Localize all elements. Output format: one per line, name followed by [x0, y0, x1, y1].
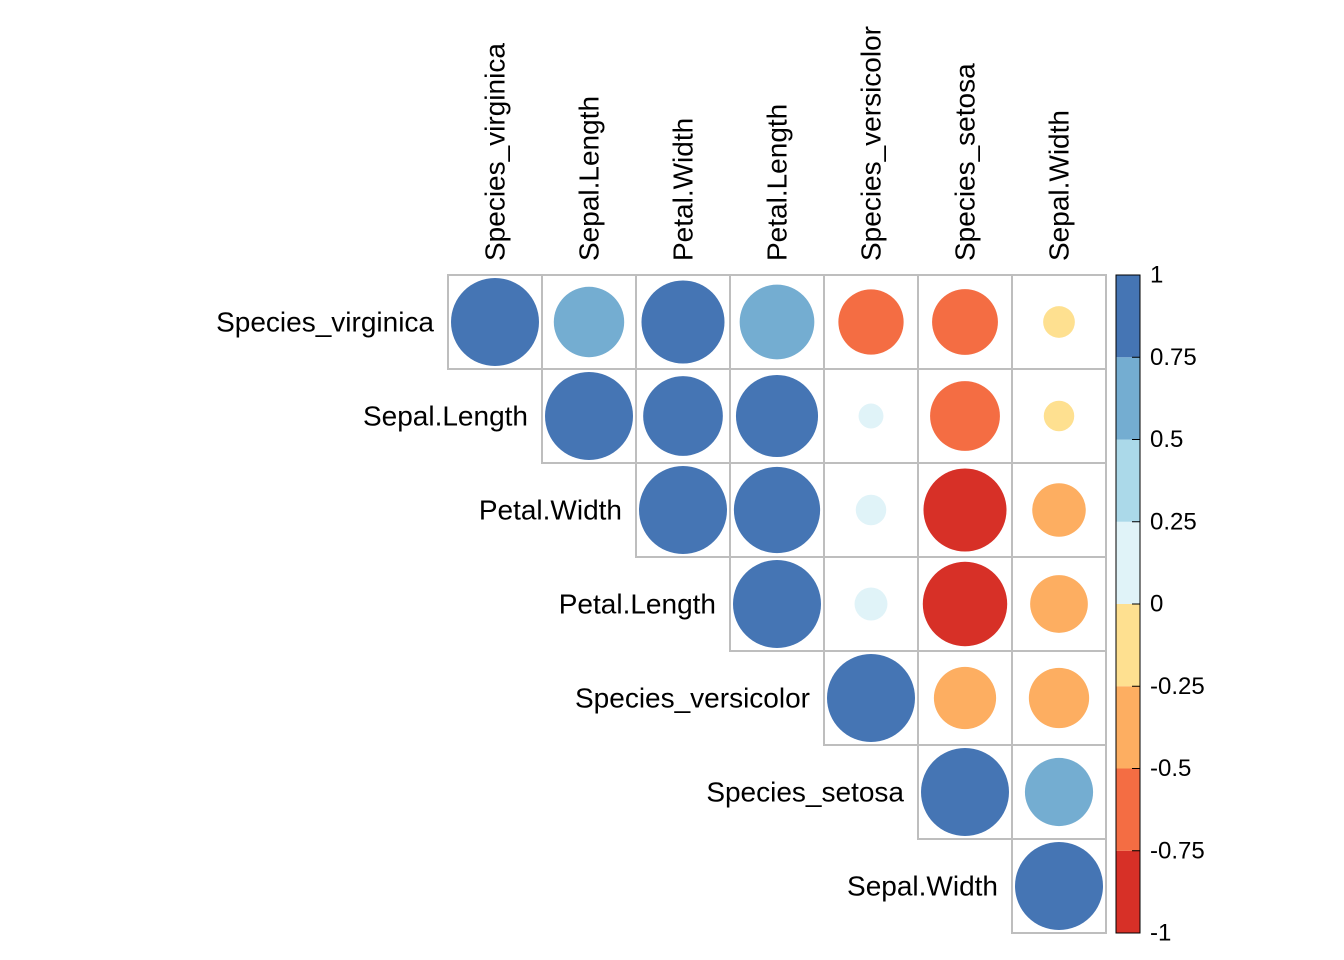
corr-circle-species-virginica-petal-length — [739, 284, 815, 360]
corr-circle-petal-width-species-setosa — [923, 468, 1007, 552]
colorbar: 1 0.75 0.5 0.25 0 -0.25 -0.5 -0.75 -1 — [1115, 262, 1205, 947]
col-label-sepal-length: Sepal.Length — [574, 96, 605, 261]
corr-circle-species-virginica-sepal-width — [1043, 306, 1075, 338]
circle-layer — [451, 278, 1103, 930]
label-layer: Species_virginica Sepal.Length Petal.Width… — [216, 26, 1074, 902]
colorbar-tick-label: -0.25 — [1150, 673, 1205, 700]
colorbar-bin — [1116, 275, 1140, 358]
corr-circle-species-virginica-species-virginica — [451, 278, 539, 366]
colorbar-bin — [1116, 768, 1140, 851]
row-label-sepal-length: Sepal.Length — [363, 401, 528, 432]
colorbar-tick-label: 1 — [1150, 262, 1163, 289]
colorbar-tick-label: -0.75 — [1150, 837, 1205, 864]
corr-circle-petal-width-petal-width — [639, 466, 727, 554]
corr-circle-species-setosa-sepal-width — [1024, 757, 1094, 827]
corr-circle-petal-length-petal-length — [733, 560, 821, 648]
corr-circle-sepal-width-sepal-width — [1015, 842, 1103, 930]
col-label-petal-width: Petal.Width — [668, 118, 699, 261]
col-label-species-versicolor: Species_versicolor — [856, 26, 887, 261]
col-label-species-virginica: Species_virginica — [480, 43, 511, 261]
corr-circle-species-virginica-species-versicolor — [838, 289, 904, 355]
colorbar-tick-label: -1 — [1150, 920, 1171, 947]
corr-circle-petal-width-species-versicolor — [855, 494, 887, 526]
corr-circle-petal-length-sepal-width — [1030, 575, 1088, 633]
corr-circle-petal-width-petal-length — [733, 466, 821, 554]
row-label-sepal-width: Sepal.Width — [847, 871, 998, 902]
col-label-sepal-width: Sepal.Width — [1044, 110, 1075, 261]
grid-layer — [447, 274, 1107, 934]
corr-circle-sepal-length-sepal-length — [545, 372, 633, 460]
row-label-species-versicolor: Species_versicolor — [575, 683, 810, 714]
corr-circle-petal-width-sepal-width — [1032, 483, 1086, 537]
corr-circle-sepal-length-species-versicolor — [858, 403, 884, 429]
colorbar-bin — [1116, 357, 1140, 440]
corr-circle-sepal-length-species-setosa — [930, 381, 1000, 451]
corr-circle-species-virginica-sepal-length — [553, 286, 625, 358]
col-label-species-setosa: Species_setosa — [950, 63, 981, 261]
colorbar-tick-label: 0.25 — [1150, 508, 1197, 535]
corr-circle-sepal-length-petal-width — [643, 376, 723, 456]
corr-circle-sepal-length-petal-length — [735, 374, 819, 458]
colorbar-tick-label: 0.5 — [1150, 426, 1183, 453]
colorbar-bin — [1116, 521, 1140, 604]
corr-circle-petal-length-species-versicolor — [854, 587, 888, 621]
colorbar-bin — [1116, 604, 1140, 687]
colorbar-tick-label: 0.75 — [1150, 344, 1197, 371]
corr-circle-species-virginica-species-setosa — [932, 289, 998, 355]
colorbar-bin — [1116, 439, 1140, 522]
corr-circle-species-versicolor-species-setosa — [933, 666, 997, 730]
row-label-species-setosa: Species_setosa — [706, 777, 904, 808]
row-label-species-virginica: Species_virginica — [216, 307, 434, 338]
row-label-petal-width: Petal.Width — [479, 495, 622, 526]
colorbar-tick-label: -0.5 — [1150, 755, 1191, 782]
corr-circle-species-versicolor-species-versicolor — [827, 654, 915, 742]
colorbar-bin — [1116, 686, 1140, 769]
grid-cell-sepal-width-sepal-width — [1011, 838, 1107, 934]
row-label-petal-length: Petal.Length — [559, 589, 716, 620]
colorbar-tick-label: 0 — [1150, 591, 1163, 618]
corr-circle-petal-length-species-setosa — [922, 561, 1008, 647]
corr-circle-sepal-length-sepal-width — [1043, 400, 1075, 432]
col-label-petal-length: Petal.Length — [762, 104, 793, 261]
corr-circle-species-versicolor-sepal-width — [1028, 667, 1090, 729]
colorbar-bin — [1116, 850, 1140, 933]
corr-circle-species-setosa-species-setosa — [921, 748, 1009, 836]
corr-circle-species-virginica-petal-width — [641, 280, 725, 364]
